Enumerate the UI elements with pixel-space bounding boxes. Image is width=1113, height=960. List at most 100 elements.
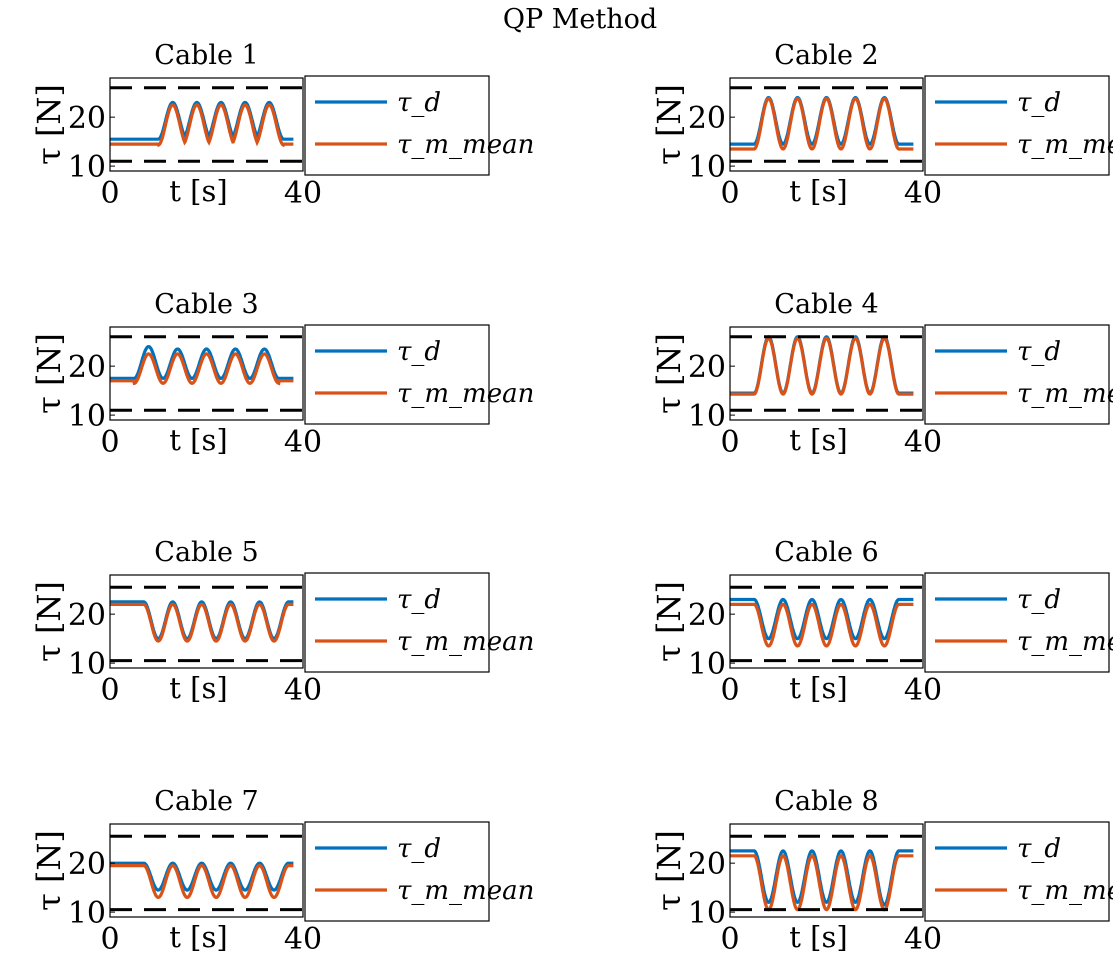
- axes-frame: [729, 77, 924, 172]
- axes-frame: [729, 574, 924, 669]
- x-tick-label: 0: [720, 176, 739, 211]
- legend-box: [304, 75, 490, 176]
- subplot-cable-5: Cable 5 10 20 0 40 t [s] τ [N] τ_d τ_m_mean: [30, 537, 534, 708]
- axes-frame: [109, 77, 304, 172]
- y-tick-label: 10: [68, 399, 106, 434]
- subplot-cable-3: Cable 3 10 20 0 40 t [s] τ [N] τ_d τ_m_mean: [30, 289, 534, 460]
- x-tick-label: 0: [100, 673, 119, 708]
- axes-frame: [729, 326, 924, 421]
- x-tick-label: 0: [720, 673, 739, 708]
- y-tick-label: 10: [68, 896, 106, 931]
- x-tick-label: 0: [100, 922, 119, 957]
- series-tau-m-mean-line: [730, 97, 914, 151]
- legend-label-tau-d: τ_d: [397, 88, 441, 118]
- subplot-cable-1: Cable 1 10 20 0 40 t [s] τ [N] τ_d τ_m_mean: [30, 40, 534, 211]
- x-tick-label: 40: [284, 176, 322, 211]
- x-axis-label: t [s]: [789, 174, 847, 208]
- subplot-title: Cable 5: [154, 537, 258, 568]
- x-axis-label: t [s]: [789, 920, 847, 954]
- series-tau-m-mean-line: [110, 863, 294, 899]
- subplot-title: Cable 4: [774, 289, 878, 320]
- legend-label-tau-m-mean: τ_m_mean: [397, 379, 534, 409]
- y-axis-label: τ [N]: [650, 581, 688, 662]
- x-axis-label: t [s]: [169, 671, 227, 705]
- subplot-title: Cable 1: [154, 40, 258, 71]
- series-tau-m-mean-line: [110, 103, 294, 148]
- legend: τ_d τ_m_mean: [924, 572, 1113, 673]
- y-tick-label: 20: [688, 598, 726, 633]
- subplot-cable-6: Cable 6 10 20 0 40 t [s] τ [N] τ_d τ_m_mean: [650, 537, 1113, 708]
- legend: τ_d τ_m_mean: [924, 75, 1113, 176]
- subplot-title: Cable 7: [154, 786, 258, 817]
- legend: τ_d τ_m_mean: [304, 572, 534, 673]
- legend-box: [924, 75, 1110, 176]
- y-tick-label: 20: [688, 350, 726, 385]
- legend: τ_d τ_m_mean: [924, 821, 1113, 922]
- legend-label-tau-m-mean: τ_m_mean: [1017, 876, 1113, 906]
- series-tau-d-line: [110, 345, 294, 381]
- subplot-title: Cable 3: [154, 289, 258, 320]
- x-axis-label: t [s]: [789, 423, 847, 457]
- legend-label-tau-d: τ_d: [1017, 337, 1061, 367]
- axes-frame: [109, 823, 304, 918]
- legend-label-tau-d: τ_d: [397, 585, 441, 615]
- y-tick-label: 20: [68, 847, 106, 882]
- y-tick-label: 20: [688, 847, 726, 882]
- axes-frame: [729, 823, 924, 918]
- x-axis-label: t [s]: [169, 174, 227, 208]
- y-tick-label: 10: [68, 647, 106, 682]
- y-tick-label: 10: [688, 150, 726, 185]
- y-tick-label: 20: [68, 101, 106, 136]
- x-axis-label: t [s]: [169, 423, 227, 457]
- x-tick-label: 40: [904, 425, 942, 460]
- series-tau-m-mean-line: [110, 602, 294, 643]
- series-tau-m-mean-line: [730, 336, 914, 396]
- x-tick-label: 40: [904, 176, 942, 211]
- x-tick-label: 40: [904, 673, 942, 708]
- axes-frame: [109, 574, 304, 669]
- y-tick-label: 10: [688, 647, 726, 682]
- legend-label-tau-m-mean: τ_m_mean: [1017, 379, 1113, 409]
- series-tau-m-mean-line: [730, 854, 914, 912]
- legend: τ_d τ_m_mean: [304, 821, 534, 922]
- y-tick-label: 10: [688, 399, 726, 434]
- x-tick-label: 0: [100, 176, 119, 211]
- legend-label-tau-m-mean: τ_m_mean: [1017, 130, 1113, 160]
- figure-title: QP Method: [503, 4, 657, 35]
- legend-label-tau-d: τ_d: [397, 834, 441, 864]
- subplot-cable-8: Cable 8 10 20 0 40 t [s] τ [N] τ_d τ_m_mean: [650, 786, 1113, 957]
- subplot-cable-4: Cable 4 10 20 0 40 t [s] τ [N] τ_d τ_m_mean: [650, 289, 1113, 460]
- subplot-cable-2: Cable 2 10 20 0 40 t [s] τ [N] τ_d τ_m_mean: [650, 40, 1113, 211]
- y-tick-label: 20: [688, 101, 726, 136]
- y-axis-label: τ [N]: [650, 333, 688, 414]
- legend-box: [924, 821, 1110, 922]
- legend-label-tau-m-mean: τ_m_mean: [397, 130, 534, 160]
- legend: τ_d τ_m_mean: [304, 324, 534, 425]
- legend: τ_d τ_m_mean: [304, 75, 534, 176]
- y-axis-label: τ [N]: [30, 830, 68, 911]
- legend-box: [304, 324, 490, 425]
- y-tick-label: 20: [68, 350, 106, 385]
- series-tau-m-mean-line: [730, 602, 914, 648]
- x-tick-label: 0: [720, 922, 739, 957]
- x-tick-label: 0: [100, 425, 119, 460]
- legend-label-tau-d: τ_d: [1017, 834, 1061, 864]
- x-tick-label: 40: [284, 425, 322, 460]
- legend-label-tau-d: τ_d: [397, 337, 441, 367]
- legend-label-tau-d: τ_d: [1017, 88, 1061, 118]
- y-axis-label: τ [N]: [650, 830, 688, 911]
- y-axis-label: τ [N]: [30, 581, 68, 662]
- x-tick-label: 0: [720, 425, 739, 460]
- y-tick-label: 20: [68, 598, 106, 633]
- subplot-title: Cable 8: [774, 786, 878, 817]
- x-tick-label: 40: [284, 922, 322, 957]
- legend-label-tau-d: τ_d: [1017, 585, 1061, 615]
- legend-box: [304, 821, 490, 922]
- subplot-title: Cable 2: [774, 40, 878, 71]
- subplot-cable-7: Cable 7 10 20 0 40 t [s] τ [N] τ_d τ_m_mean: [30, 786, 534, 957]
- y-tick-label: 10: [688, 896, 726, 931]
- y-axis-label: τ [N]: [30, 84, 68, 165]
- y-axis-label: τ [N]: [30, 333, 68, 414]
